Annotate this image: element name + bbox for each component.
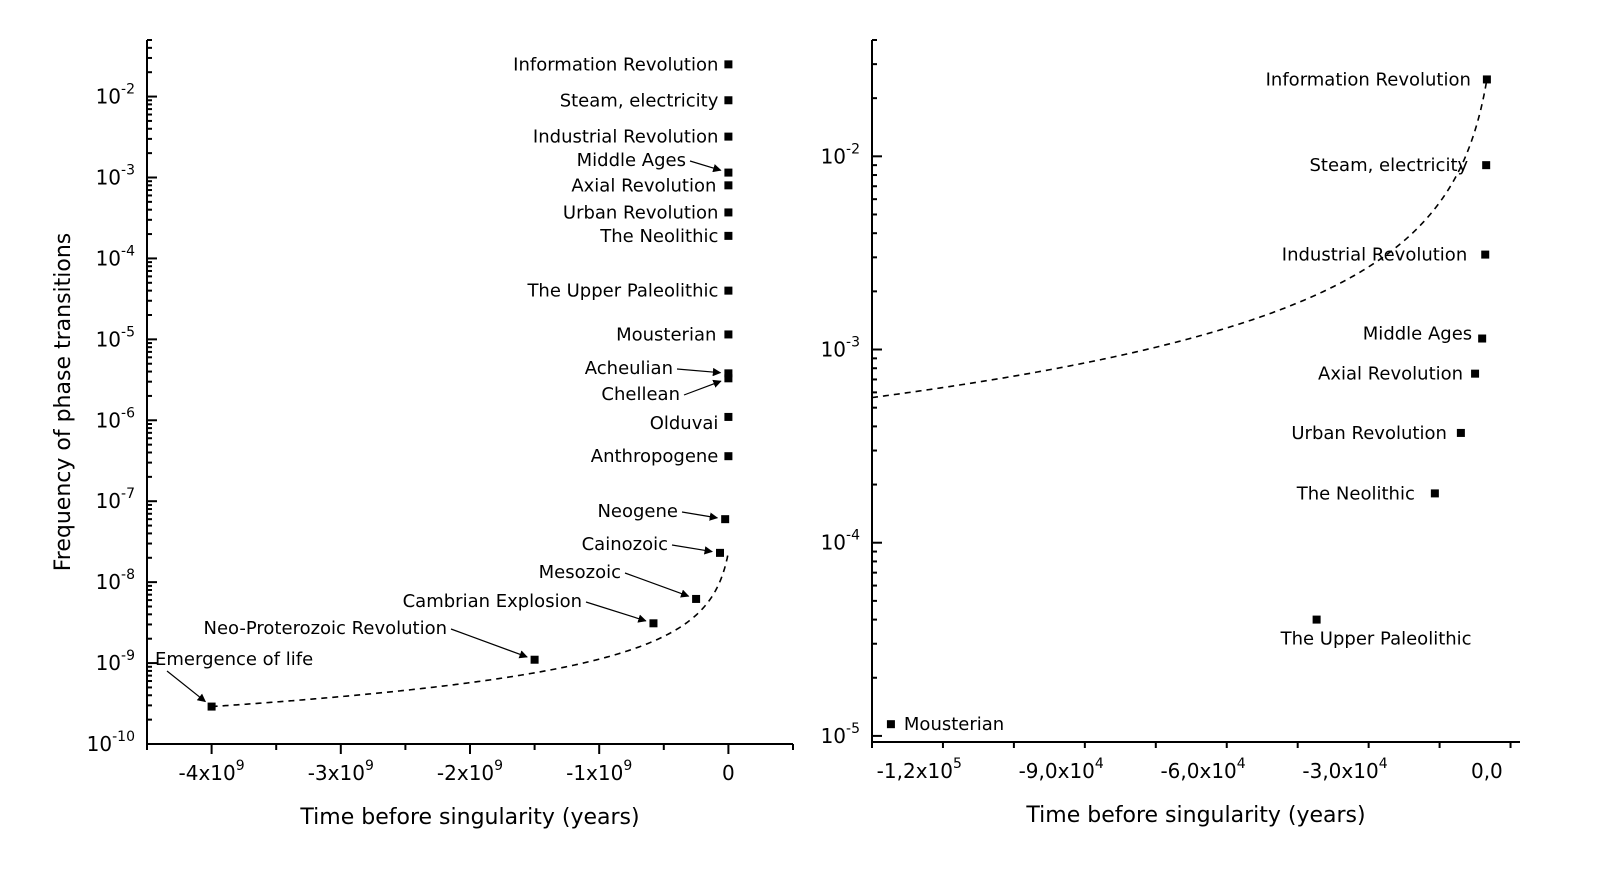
data-point-olduvai — [724, 412, 733, 421]
data-point-axial-revolution — [724, 181, 733, 190]
label-arrow-emergence-of-life — [166, 670, 207, 703]
x-tick-label: -3x109 — [308, 758, 374, 785]
point-label-axial-revolution: Axial Revolution — [1318, 364, 1463, 385]
right-chart: 10-5 10-4 10-3 10-2 -1,2x105 -9,0x104 -6,0x104… — [821, 39, 1520, 828]
point-label-steam-electricity: Steam, electricity — [560, 90, 719, 111]
point-label-mesozoic: Mesozoic — [539, 562, 621, 583]
x-tick-label: -4x109 — [179, 758, 245, 785]
x-tick-label: 0 — [722, 761, 735, 785]
label-arrow-cambrian-explosion — [585, 601, 647, 623]
data-point-middle-ages — [1478, 334, 1487, 343]
point-label-emergence-of-life: Emergence of life — [155, 649, 313, 670]
data-point-anthropogene — [724, 452, 733, 461]
data-point-steam-electricity — [1482, 161, 1491, 170]
data-point-steam-electricity — [724, 96, 733, 105]
data-point-acheulian — [724, 369, 733, 378]
data-point-information-revolution — [1482, 75, 1491, 84]
point-label-mousterian: Mousterian — [616, 324, 716, 345]
label-arrow-acheulian — [676, 367, 722, 377]
x-tick-label: -1x109 — [566, 758, 632, 785]
point-label-cambrian-explosion: Cambrian Explosion — [403, 591, 582, 612]
y-tick-label: 10-3 — [96, 162, 135, 189]
x-tick-label: -6,0x104 — [1160, 756, 1245, 783]
data-point-middle-ages — [724, 168, 733, 177]
fit-curve — [871, 79, 1488, 399]
point-label-olduvai: Olduvai — [650, 413, 719, 434]
data-point-cainozoic — [716, 548, 725, 557]
data-point-urban-revolution — [1456, 428, 1465, 437]
data-point-the-neolithic — [724, 231, 733, 240]
y-tick-label: 10-6 — [96, 405, 136, 432]
y-tick-label: 10-9 — [96, 648, 135, 675]
data-point-industrial-revolution — [724, 132, 733, 141]
data-point-the-upper-paleolithic — [724, 286, 733, 295]
label-arrow-neogene — [681, 511, 719, 521]
point-label-information-revolution: Information Revolution — [1266, 69, 1471, 90]
x-axis-title: Time before singularity (years) — [299, 805, 639, 830]
data-point-emergence-of-life — [207, 702, 216, 711]
y-tick-label: 10-5 — [96, 324, 135, 351]
data-point-mousterian — [724, 330, 733, 339]
data-point-neo-proterozoic-revolution — [530, 655, 539, 664]
data-point-cambrian-explosion — [649, 619, 658, 628]
left-chart: 10-10 10-9 10-8 10-7 10-6 10-5 10-4 10-3 10-2 -4x… — [51, 39, 794, 830]
point-label-steam-electricity: Steam, electricity — [1309, 155, 1468, 176]
point-label-mousterian: Mousterian — [904, 714, 1004, 735]
x-axis-title: Time before singularity (years) — [1025, 803, 1365, 828]
x-tick-label: -9,0x104 — [1019, 756, 1104, 783]
data-point-chellean — [724, 374, 733, 383]
x-tick-label: -3,0x104 — [1302, 756, 1387, 783]
point-label-the-upper-paleolithic: The Upper Paleolithic — [526, 281, 718, 302]
point-label-industrial-revolution: Industrial Revolution — [533, 127, 718, 148]
point-label-the-neolithic: The Neolithic — [599, 226, 718, 247]
label-arrow-neo-proterozoic-revolution — [450, 628, 528, 659]
y-tick-label: 10-2 — [96, 82, 135, 109]
point-label-anthropogene: Anthropogene — [591, 446, 719, 467]
data-point-mesozoic — [692, 594, 701, 603]
label-arrow-chellean — [683, 379, 722, 396]
point-label-middle-ages: Middle Ages — [577, 150, 686, 171]
y-tick-label: 10-5 — [821, 721, 860, 748]
point-label-the-neolithic: The Neolithic — [1296, 483, 1415, 504]
point-label-neogene: Neogene — [597, 501, 678, 522]
data-point-neogene — [721, 515, 730, 524]
point-label-middle-ages: Middle Ages — [1363, 324, 1472, 345]
label-arrow-cainozoic — [671, 544, 713, 555]
data-point-information-revolution — [724, 60, 733, 69]
data-point-industrial-revolution — [1481, 250, 1490, 259]
y-tick-label: 10-4 — [821, 528, 861, 555]
point-label-chellean: Chellean — [601, 384, 680, 405]
x-tick-label: -2x109 — [437, 758, 503, 785]
point-label-industrial-revolution: Industrial Revolution — [1282, 245, 1467, 266]
data-point-the-upper-paleolithic — [1312, 615, 1321, 624]
label-arrow-middle-ages — [689, 160, 722, 173]
y-tick-label: 10-2 — [821, 141, 860, 168]
point-label-acheulian: Acheulian — [585, 358, 673, 379]
y-tick-label: 10-7 — [96, 486, 135, 513]
y-tick-label: 10-4 — [96, 243, 136, 270]
data-point-axial-revolution — [1471, 369, 1480, 378]
point-label-axial-revolution: Axial Revolution — [571, 175, 716, 196]
point-label-information-revolution: Information Revolution — [513, 54, 718, 75]
data-point-the-neolithic — [1430, 489, 1439, 498]
data-point-urban-revolution — [724, 208, 733, 217]
point-label-cainozoic: Cainozoic — [582, 534, 668, 555]
y-tick-label: 10-10 — [87, 729, 135, 756]
y-tick-label: 10-8 — [96, 567, 135, 594]
x-tick-label: -1,2x105 — [877, 756, 962, 783]
point-label-urban-revolution: Urban Revolution — [1291, 423, 1447, 444]
x-tick-label: 0,0 — [1471, 759, 1503, 783]
point-label-neo-proterozoic-revolution: Neo-Proterozoic Revolution — [204, 618, 448, 639]
y-tick-label: 10-3 — [821, 335, 860, 362]
label-arrow-mesozoic — [624, 572, 690, 598]
y-axis-title: Frequency of phase transitions — [51, 233, 76, 572]
point-label-urban-revolution: Urban Revolution — [563, 202, 719, 223]
point-label-the-upper-paleolithic: The Upper Paleolithic — [1280, 629, 1472, 650]
data-point-mousterian — [886, 720, 895, 729]
